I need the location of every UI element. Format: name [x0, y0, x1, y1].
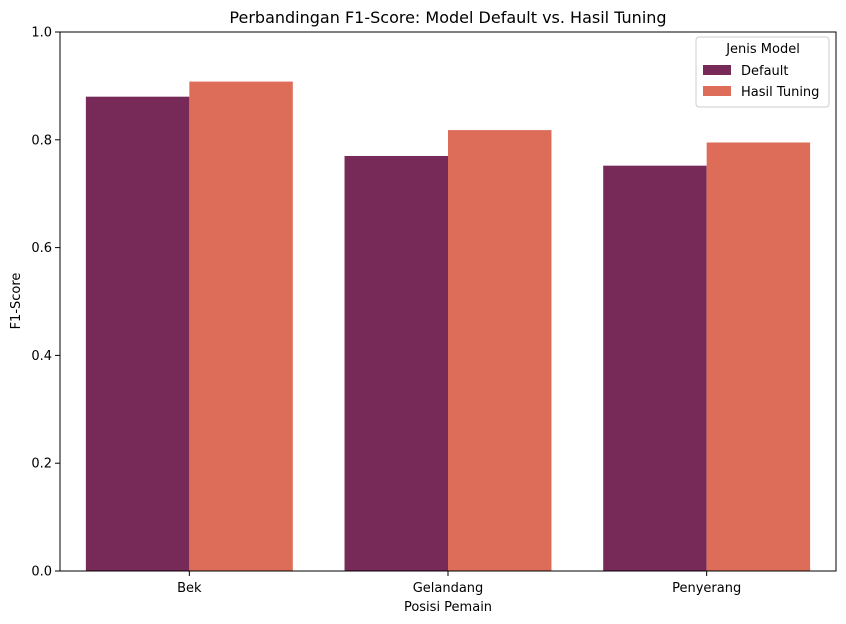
bar-hasil-tuning-gelandang: [448, 130, 552, 571]
bar-hasil-tuning-bek: [189, 81, 293, 571]
y-axis: 0.0 0.2 0.4 0.6 0.8 1.0: [31, 26, 60, 580]
legend-title: Jenis Model: [725, 42, 800, 57]
legend-swatch: [703, 86, 731, 96]
x-axis-label: Posisi Pemain: [404, 600, 492, 615]
bar-default-penyerang: [603, 165, 707, 571]
y-tick-label: 0.2: [31, 457, 52, 472]
x-tick-label: Penyerang: [672, 581, 741, 596]
legend-items: Default Hasil Tuning: [703, 64, 819, 100]
legend-label: Hasil Tuning: [741, 85, 819, 100]
y-tick-label: 0.4: [31, 349, 52, 364]
x-axis: Bek Gelandang Penyerang: [177, 571, 741, 596]
y-tick-label: 0.0: [31, 565, 52, 580]
legend-swatch: [703, 65, 731, 75]
y-tick-label: 1.0: [31, 26, 52, 41]
bar-hasil-tuning-penyerang: [706, 142, 811, 571]
bar-default-bek: [85, 96, 190, 572]
x-tick-label: Gelandang: [413, 581, 484, 596]
legend: Jenis Model Default Hasil Tuning: [695, 36, 830, 108]
bars-group: [85, 81, 811, 572]
y-axis-label: F1-Score: [9, 273, 24, 330]
legend-label: Default: [741, 64, 789, 79]
y-tick-label: 0.8: [31, 133, 52, 148]
x-tick-label: Bek: [177, 581, 202, 596]
y-tick-label: 0.6: [31, 241, 52, 256]
chart-title: Perbandingan F1-Score: Model Default vs.…: [229, 8, 666, 27]
bar-default-gelandang: [344, 155, 448, 571]
